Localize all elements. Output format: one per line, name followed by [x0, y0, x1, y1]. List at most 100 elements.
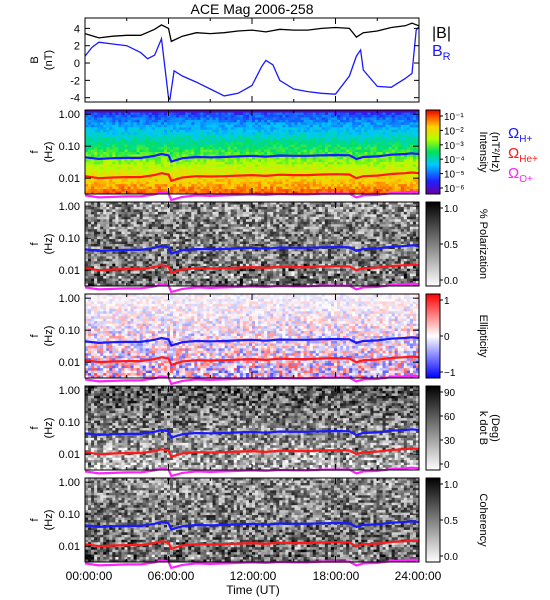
- spectrogram-cell: [239, 149, 244, 153]
- spectrogram-cell: [373, 114, 377, 118]
- spectrogram-cell: [349, 144, 353, 148]
- spectrogram-cell: [163, 221, 168, 225]
- spectrogram-cell: [112, 189, 116, 192]
- spectrogram-cell: [97, 144, 101, 148]
- spectrogram-cell: [197, 110, 201, 113]
- spectrogram-cell: [303, 184, 308, 187]
- spectrogram-cell: [358, 137, 362, 141]
- spectrogram-cell: [176, 246, 180, 250]
- spectrogram-cell: [185, 226, 189, 230]
- spectrogram-cell: [97, 253, 101, 257]
- spectrogram-cell: [173, 191, 177, 195]
- spectrogram-cell: [318, 139, 323, 143]
- spectrogram-cell: [145, 251, 150, 255]
- spectrogram-cell: [142, 181, 147, 185]
- spectrogram-cell: [112, 110, 116, 113]
- spectrogram-cell: [406, 176, 411, 180]
- spectrogram-cell: [370, 139, 374, 143]
- spectrogram-cell: [145, 239, 150, 242]
- spectrogram-cell: [115, 174, 119, 178]
- spectrogram-cell: [109, 216, 113, 220]
- spectrogram-cell: [224, 112, 229, 116]
- spectrogram-cell: [151, 166, 156, 170]
- spectrogram-cell: [294, 122, 298, 126]
- spectrogram-cell: [221, 152, 226, 155]
- spectrogram-cell: [306, 124, 311, 128]
- spectrogram-cell: [227, 179, 232, 183]
- spectrogram-cell: [236, 179, 241, 183]
- spectrogram-cell: [343, 174, 347, 178]
- spectrogram-cell: [197, 156, 201, 160]
- spectrogram-cell: [91, 171, 95, 175]
- spectrogram-cell: [412, 124, 417, 128]
- spectrogram-cell: [100, 137, 104, 141]
- spectrogram-cell: [88, 283, 92, 287]
- spectrogram-cell: [94, 189, 98, 192]
- spectrogram-cell: [106, 139, 110, 143]
- spectrogram-cell: [139, 278, 144, 282]
- spectrogram-cell: [206, 171, 210, 175]
- spectrogram-cell: [252, 132, 256, 136]
- spectrogram-cell: [282, 129, 286, 133]
- spectrogram-cell: [218, 137, 223, 141]
- spectrogram-cell: [385, 156, 390, 160]
- spectrogram-cell: [315, 156, 320, 160]
- spectrogram-cell: [139, 112, 144, 116]
- spectrogram-cell: [182, 256, 186, 260]
- spectrogram-cell: [376, 171, 380, 175]
- spectrogram-cell: [379, 164, 383, 168]
- spectrogram-cell: [188, 137, 192, 141]
- spectrogram-cell: [306, 171, 311, 175]
- spectrogram-cell: [349, 149, 353, 153]
- spectrogram-cell: [343, 147, 347, 150]
- spectrogram-cell: [170, 248, 174, 252]
- spectrogram-cell: [124, 132, 128, 136]
- spectrogram-cell: [154, 273, 159, 277]
- spectrogram-cell: [303, 114, 308, 118]
- spectrogram-cell: [106, 144, 110, 148]
- spectrogram-cell: [385, 147, 390, 150]
- spectrogram-cell: [270, 164, 274, 168]
- spectrogram-cell: [224, 169, 229, 173]
- spectrogram-cell: [179, 273, 183, 277]
- spectrogram-cell: [115, 244, 119, 247]
- spectrogram-cell: [412, 184, 417, 187]
- spectrogram-cell: [148, 169, 153, 173]
- spectrogram-cell: [112, 124, 116, 128]
- spectrogram-cell: [179, 281, 183, 284]
- spectrogram-cell: [157, 271, 162, 275]
- spectrogram-cell: [145, 273, 150, 277]
- spectrogram-cell: [154, 137, 159, 141]
- spectrogram-cell: [258, 166, 262, 170]
- spectrogram-cell: [145, 281, 150, 284]
- spectrogram-cell: [400, 189, 405, 192]
- spectrogram-cell: [197, 169, 201, 173]
- spectrogram-cell: [148, 156, 153, 160]
- spectrogram-cell: [300, 132, 305, 136]
- spectrogram-cell: [139, 244, 144, 247]
- spectrogram-cell: [130, 154, 134, 158]
- spectrogram-cell: [400, 134, 405, 138]
- spectrogram-cell: [109, 226, 113, 230]
- spectrogram-cell: [148, 231, 153, 235]
- spectrogram-cell: [330, 129, 335, 133]
- spectrogram-cell: [388, 147, 393, 150]
- spectrogram-cell: [100, 186, 104, 190]
- spectrogram-cell: [252, 139, 256, 143]
- spectrogram-cell: [179, 127, 183, 131]
- spectrogram-cell: [151, 214, 156, 218]
- spectrogram-cell: [349, 186, 353, 190]
- spectrogram-cell: [297, 169, 301, 173]
- spectrogram-cell: [148, 206, 153, 210]
- spectrogram-cell: [340, 176, 344, 180]
- spectrogram-cell: [115, 281, 119, 284]
- spectrogram-cell: [166, 149, 171, 153]
- spectrogram-cell: [88, 221, 92, 225]
- spectrogram-cell: [288, 119, 292, 123]
- spectrogram-cell: [373, 142, 377, 145]
- spectrogram-cell: [97, 149, 101, 153]
- spectrogram-cell: [352, 119, 356, 123]
- spectrogram-cell: [324, 189, 329, 192]
- y-axis-label: f: [29, 150, 41, 154]
- spectrogram-cell: [127, 179, 131, 183]
